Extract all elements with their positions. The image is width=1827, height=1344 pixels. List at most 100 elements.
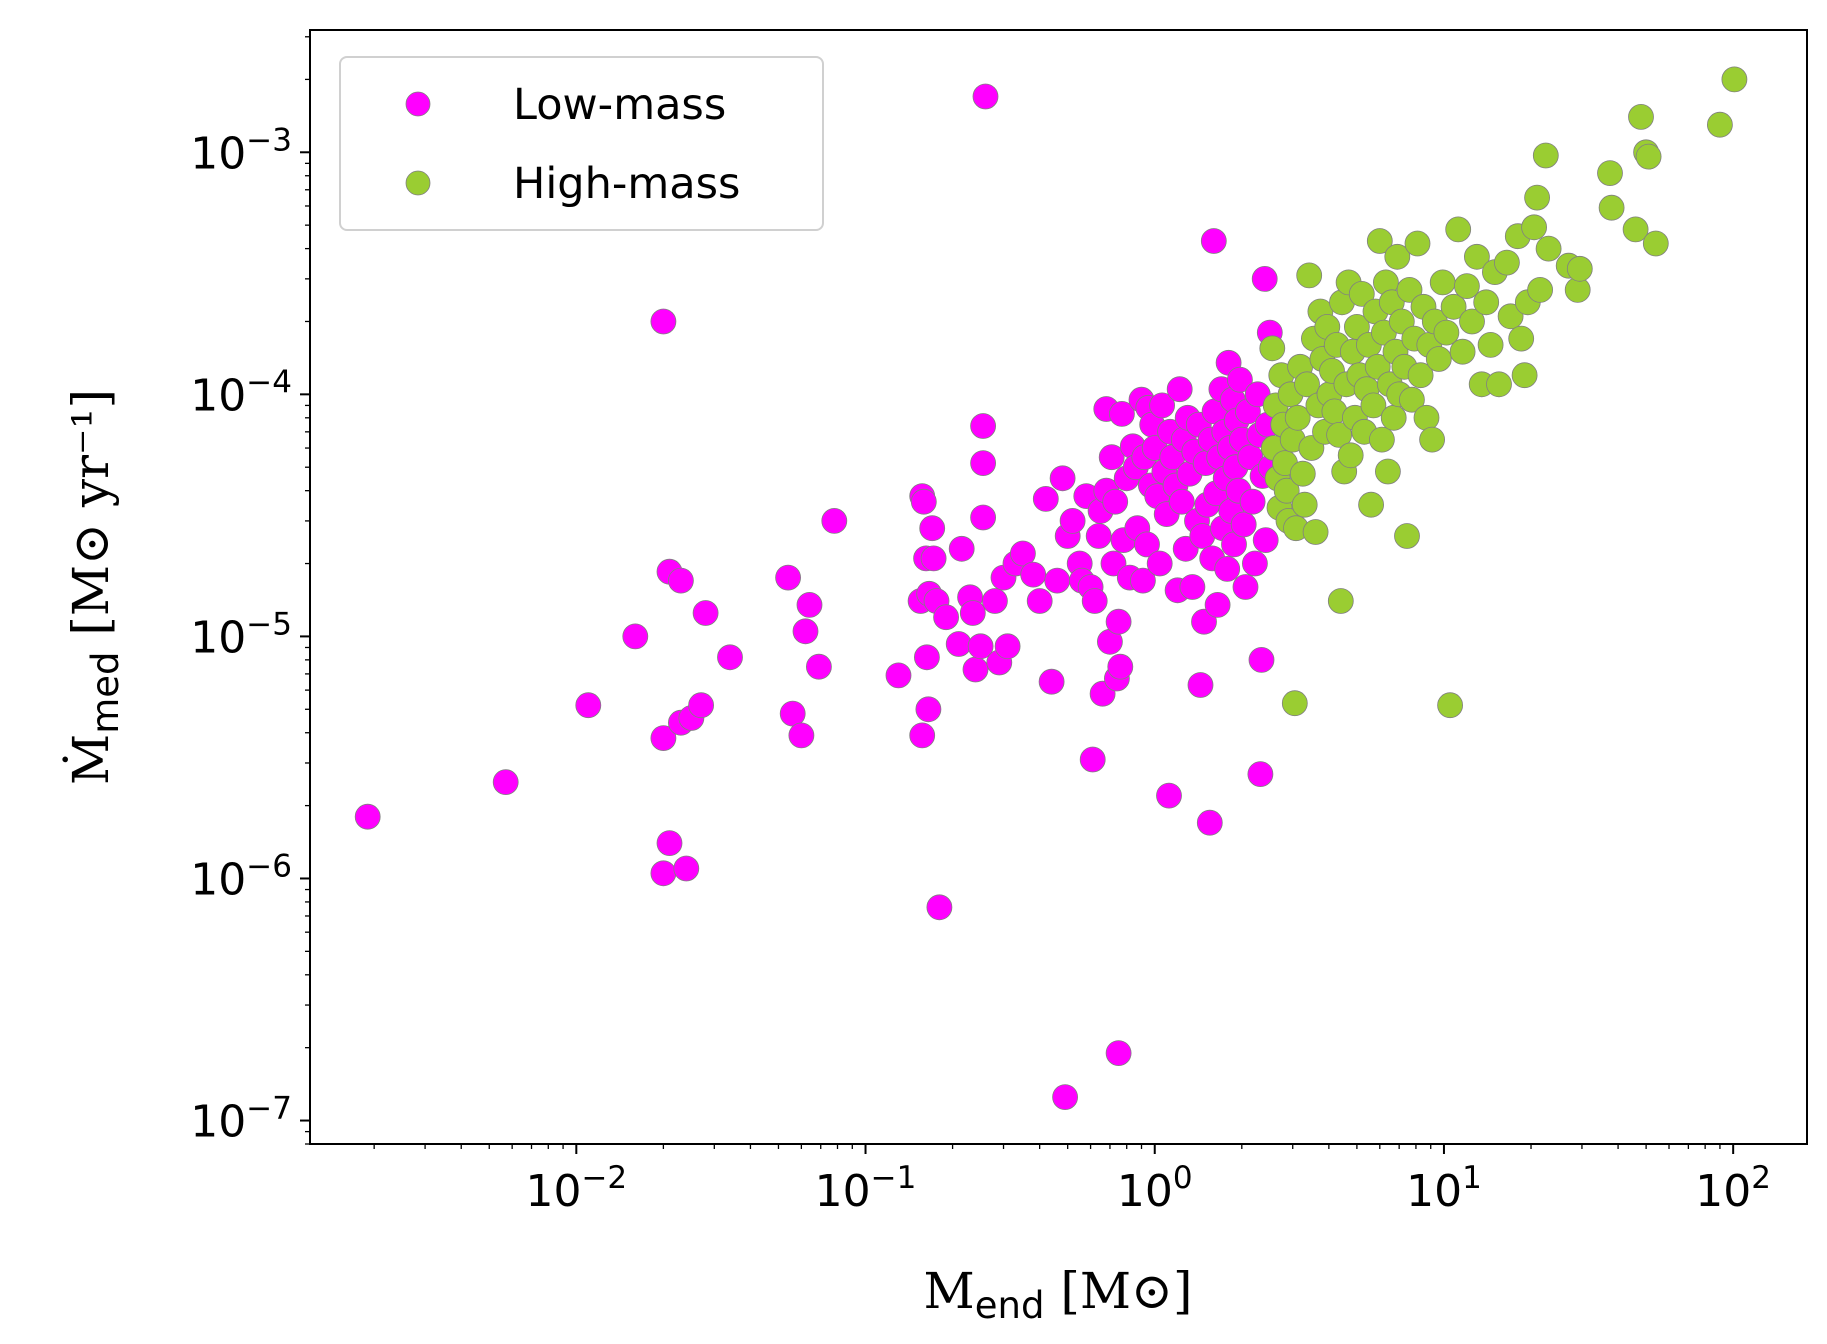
- y-axis: 10−7 10−6 10−5 10−4 10−3: [190, 36, 310, 1148]
- legend-box: [339, 56, 824, 231]
- point-low-mass: [622, 623, 649, 650]
- point-low-mass: [885, 662, 912, 689]
- point-high-mass: [1486, 371, 1512, 398]
- y-tick-label: 10−4: [190, 364, 292, 421]
- point-low-mass: [1081, 588, 1108, 614]
- point-high-mass: [1296, 262, 1323, 289]
- point-low-mass: [1049, 465, 1076, 492]
- point-low-mass: [1107, 653, 1134, 680]
- point-low-mass: [1102, 488, 1129, 515]
- point-low-mass: [1059, 508, 1086, 534]
- point-low-mass: [1098, 444, 1125, 471]
- point-high-mass: [1369, 426, 1395, 453]
- x-axis-label: Mend [M⊙]: [924, 1262, 1193, 1327]
- y-axis-label: Ṁmed [M⊙ yr⁻¹]: [61, 389, 127, 785]
- point-low-mass: [1105, 1040, 1132, 1066]
- point-high-mass: [1454, 273, 1480, 300]
- point-low-mass: [1179, 574, 1206, 600]
- point-low-mass: [994, 633, 1021, 660]
- point-high-mass: [1721, 66, 1748, 93]
- point-low-mass: [673, 855, 700, 882]
- point-high-mass: [1532, 142, 1559, 169]
- point-low-mass: [650, 308, 677, 335]
- point-low-mass: [1052, 1084, 1078, 1110]
- point-low-mass: [933, 604, 959, 631]
- point-low-mass: [1149, 392, 1175, 419]
- point-low-mass: [1251, 265, 1278, 292]
- point-high-mass: [1598, 194, 1625, 221]
- point-low-mass: [1156, 782, 1182, 809]
- point-low-mass: [1020, 561, 1047, 588]
- point-high-mass: [1380, 404, 1407, 431]
- point-high-mass: [1440, 293, 1467, 320]
- point-high-mass: [1291, 491, 1318, 518]
- point-low-mass: [945, 631, 972, 657]
- point-low-mass: [910, 488, 937, 515]
- point-low-mass: [982, 588, 1008, 614]
- point-high-mass: [1284, 404, 1311, 431]
- y-tick-label: 10−5: [190, 606, 292, 663]
- point-high-mass: [1622, 216, 1649, 243]
- point-low-mass: [775, 564, 801, 591]
- legend: Low-mass High-mass: [339, 56, 824, 231]
- point-high-mass: [1337, 442, 1364, 469]
- point-high-mass: [1375, 458, 1401, 485]
- point-high-mass: [1521, 214, 1547, 241]
- point-high-mass: [1273, 477, 1300, 504]
- point-high-mass: [1433, 319, 1460, 346]
- point-high-mass: [1344, 313, 1370, 340]
- x-tick-label: 101: [1406, 1160, 1482, 1217]
- point-low-mass: [970, 450, 996, 477]
- point-high-mass: [1497, 303, 1524, 330]
- point-low-mass: [1232, 574, 1259, 600]
- point-high-mass: [1459, 308, 1485, 335]
- point-low-mass: [806, 653, 832, 680]
- point-low-mass: [1168, 488, 1195, 515]
- point-low-mass: [1252, 527, 1279, 553]
- points-layer: [354, 66, 1748, 1110]
- point-high-mass: [1360, 392, 1387, 419]
- point-low-mass: [1204, 592, 1231, 618]
- point-low-mass: [779, 700, 806, 727]
- y-tick-label: 10−3: [190, 122, 292, 179]
- point-high-mass: [1404, 230, 1431, 257]
- point-high-mass: [1437, 692, 1463, 719]
- point-high-mass: [1527, 276, 1553, 303]
- legend-label-low-mass: Low-mass: [513, 80, 726, 130]
- point-low-mass: [970, 504, 996, 531]
- point-high-mass: [1281, 690, 1308, 717]
- point-low-mass: [962, 656, 989, 683]
- point-low-mass: [1239, 488, 1266, 515]
- point-low-mass: [788, 722, 815, 749]
- point-low-mass: [1085, 523, 1112, 549]
- x-tick-label: 102: [1695, 1160, 1771, 1217]
- point-low-mass: [959, 600, 986, 626]
- point-low-mass: [1214, 556, 1241, 582]
- point-low-mass: [796, 592, 823, 618]
- x-tick-label: 10−2: [525, 1160, 627, 1217]
- point-high-mass: [1366, 228, 1393, 254]
- point-low-mass: [1227, 366, 1253, 393]
- point-low-mass: [1038, 668, 1065, 695]
- point-low-mass: [1032, 485, 1059, 512]
- point-low-mass: [1200, 228, 1227, 254]
- point-high-mass: [1445, 216, 1472, 243]
- point-low-mass: [717, 644, 743, 671]
- point-low-mass: [821, 508, 848, 534]
- point-high-mass: [1259, 335, 1286, 362]
- point-low-mass: [1134, 531, 1160, 558]
- point-high-mass: [1566, 255, 1593, 282]
- x-axis: 10−2 10−1 100 101 102: [373, 1144, 1771, 1217]
- point-low-mass: [914, 644, 940, 671]
- point-low-mass: [919, 515, 946, 542]
- point-low-mass: [650, 860, 677, 887]
- point-low-mass: [668, 567, 694, 594]
- point-high-mass: [1508, 325, 1535, 352]
- legend-marker-high-mass: [405, 170, 431, 196]
- point-high-mass: [1326, 421, 1352, 448]
- point-high-mass: [1348, 280, 1375, 307]
- point-high-mass: [1707, 111, 1733, 138]
- point-high-mass: [1642, 230, 1669, 257]
- point-low-mass: [948, 535, 975, 562]
